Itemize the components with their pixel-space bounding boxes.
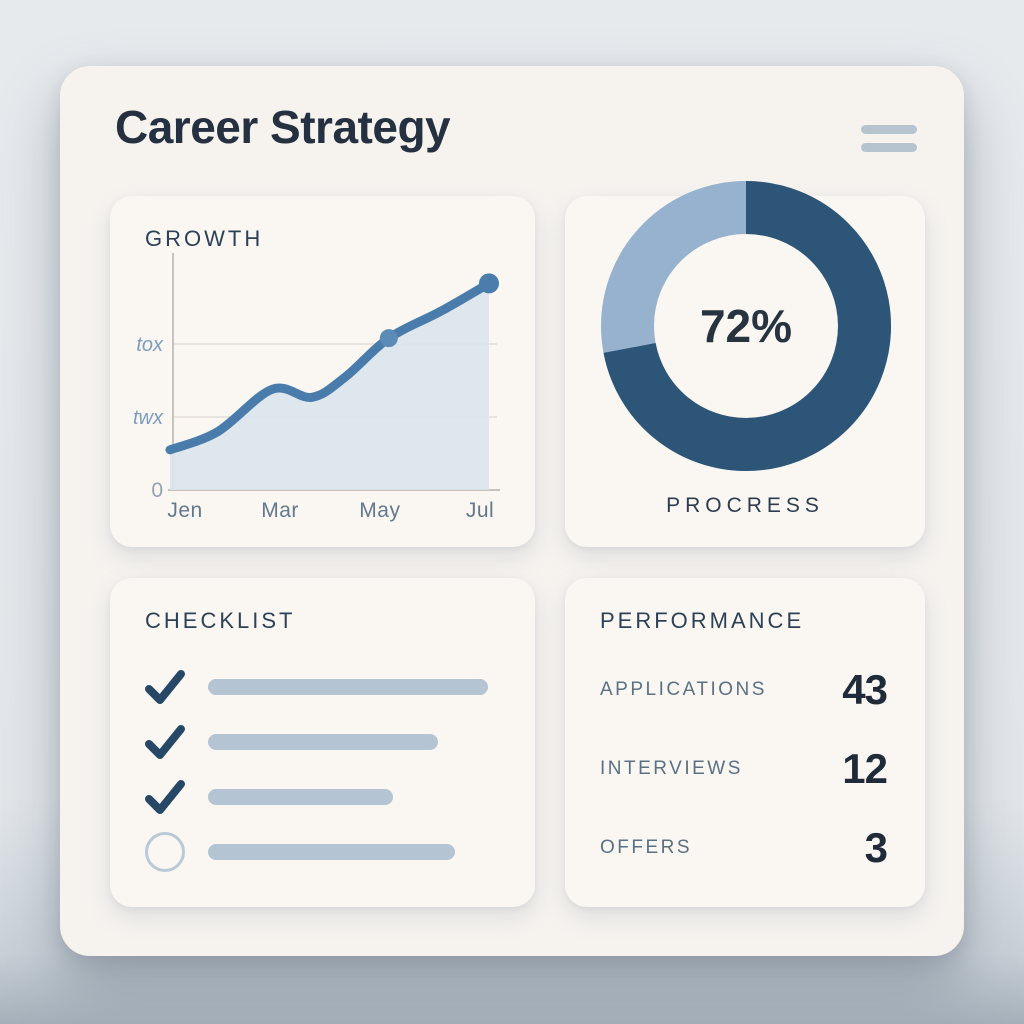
performance-row: OFFERS 3 [600,824,888,872]
checkmark-icon[interactable] [143,667,187,707]
x-axis-tick-label: Mar [261,499,299,522]
checklist-item[interactable] [143,667,488,707]
performance-value: 12 [842,745,888,792]
checkmark-glyph [145,780,185,814]
performance-card: PERFORMANCE APPLICATIONS 43 INTERVIEWS 12 OF… [565,578,925,907]
performance-row: APPLICATIONS 43 [600,666,888,714]
empty-circle-glyph [145,832,185,872]
line-chart-area-fill [170,283,489,490]
progress-percent: 72% [700,300,792,352]
unchecked-circle-icon[interactable] [143,832,187,872]
performance-label: INTERVIEWS [600,758,743,779]
hamburger-bar [861,142,917,152]
data-point-marker [379,329,398,348]
performance-value: 3 [864,824,888,871]
line-chart-path [165,278,494,455]
x-axis-tick-label: May [359,499,400,522]
checklist-item-bar [208,844,455,860]
hamburger-icon [861,124,917,152]
performance-card-title: PERFORMANCE [600,608,805,633]
checklist-item-bar [208,734,438,750]
progress-donut-chart: 72% [601,181,891,471]
growth-card-title: GROWTH [145,226,264,251]
checkmark-icon[interactable] [143,777,187,817]
checklist-item[interactable] [143,832,488,872]
y-axis-tick-label: tox [136,334,164,356]
checklist-card-title: CHECKLIST [145,608,296,633]
progress-caption: PROCRESS [666,494,824,517]
checklist-item[interactable] [143,777,488,817]
hamburger-bar [861,124,917,134]
x-axis-tick-label: Jen [167,499,202,522]
performance-rows: APPLICATIONS 43 INTERVIEWS 12 OFFERS 3 [565,578,925,907]
y-axis-tick-label: 0 [151,479,163,502]
performance-label: APPLICATIONS [600,679,767,700]
progress-card: 72% PROCRESS [565,181,925,547]
y-axis-tick-label: twx [133,407,164,429]
checkmark-glyph [145,725,185,759]
data-point-marker [479,273,499,294]
checklist-card: CHECKLIST [110,578,535,907]
page-title: Career Strategy [115,101,451,153]
performance-row: INTERVIEWS 12 [600,745,888,793]
performance-label: OFFERS [600,837,693,858]
dashboard-panel: Career Strategy GROWTH 0 twx tox Jen Mar May J… [60,66,964,956]
menu-button[interactable] [854,116,924,160]
checklist-item[interactable] [143,722,488,762]
growth-card: GROWTH 0 twx tox Jen Mar May Jul [110,196,535,547]
x-axis-tick-label: Jul [466,499,494,522]
checkmark-glyph [145,670,185,704]
donut-filled-segment [601,181,891,471]
checklist-item-bar [208,789,393,805]
growth-line-chart: 0 twx tox Jen Mar May Jul [133,253,500,522]
checkmark-icon[interactable] [143,722,187,762]
performance-value: 43 [842,666,888,713]
checklist-items [143,667,488,872]
checklist-item-bar [208,679,488,695]
